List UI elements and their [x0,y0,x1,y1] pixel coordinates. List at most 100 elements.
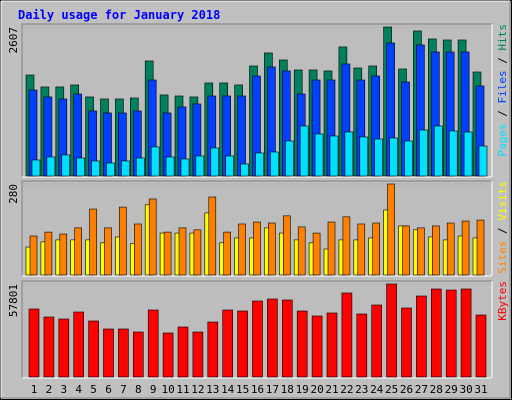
x-tick-label: 27 [415,383,428,396]
bar [416,295,427,378]
bar [387,183,395,276]
bar [223,231,231,276]
x-tick-label: 26 [400,383,413,396]
bar [270,151,279,177]
bar [374,138,384,177]
y-tick-label: 2607 [7,27,20,54]
bar [402,225,410,276]
bar [475,314,487,378]
x-tick-label: 10 [161,383,174,396]
bar [386,283,397,378]
legend-separator: / [496,104,509,124]
legend-entry: Hits [496,24,509,51]
bar [341,292,353,378]
bar [91,160,100,177]
bar [357,223,366,276]
x-tick-label: 9 [150,383,157,396]
bar [359,136,369,177]
x-tick-label: 31 [474,383,487,396]
bar [431,225,440,276]
bar [430,288,442,378]
bar [150,146,160,177]
x-tick-label: 11 [176,383,189,396]
bar [103,328,114,378]
bar [58,318,70,378]
legend-entry: Pages [496,123,509,156]
x-tick-label: 29 [445,383,458,396]
x-tick-label: 4 [75,383,82,396]
bar [106,162,115,177]
bar [192,331,204,378]
bar [44,231,53,276]
bar [356,313,368,378]
x-tick-label: 15 [236,383,249,396]
bar [165,156,175,177]
bar [284,140,294,177]
bar [255,152,264,177]
bar [222,309,233,378]
x-tick-label: 12 [191,383,204,396]
bar [296,310,308,378]
bar [311,315,323,378]
x-tick-label: 17 [266,383,279,396]
legend-separator: / [496,221,509,241]
bar [314,133,324,177]
x-tick-label: 1 [31,383,38,396]
bar [74,227,82,276]
x-tick-label: 3 [60,383,67,396]
bar [119,206,127,276]
bar [252,300,263,378]
legend: KBytes [496,281,509,321]
legend-entry: Sites [496,241,509,274]
bar [419,129,428,177]
bar [133,331,144,378]
bar [136,157,145,177]
x-tick-label: 2 [46,383,53,396]
bar [134,223,142,276]
x-tick-label: 22 [340,383,353,396]
bar [329,135,339,177]
x-tick-label: 28 [430,383,443,396]
legend-separator: / [496,51,509,71]
bar [327,221,336,276]
x-tick-label: 16 [251,383,264,396]
bar [297,226,306,276]
bar [89,208,97,276]
bar [193,229,202,276]
x-tick-label: 20 [310,383,323,396]
bar [460,288,472,378]
bar [29,235,38,276]
bar [282,215,291,276]
legend: Sites / Visits [496,181,509,274]
x-tick-label: 5 [90,383,97,396]
bar [59,233,68,276]
x-tick-label: 13 [206,383,219,396]
bar [177,326,189,378]
y-tick-label: 280 [7,184,20,204]
bar [31,159,41,177]
bar [445,289,457,378]
x-tick-label: 19 [296,383,309,396]
bar [253,221,261,276]
x-tick-label: 6 [105,383,112,396]
bar [61,154,71,177]
bar [461,220,470,276]
legend: Pages / Files / Hits [496,24,509,157]
bar [389,137,398,177]
x-tick-label: 7 [120,383,127,396]
bar [478,145,488,177]
bar [299,125,309,177]
bar [446,222,455,276]
bar [267,298,278,378]
bar [163,231,172,276]
bar [268,222,276,276]
x-tick-label: 14 [221,383,235,396]
bar [312,232,321,276]
bar [208,196,217,276]
bar [210,147,220,177]
bar [238,223,246,276]
y-tick-label: 57801 [7,284,20,317]
bar [118,328,129,378]
bar [225,155,234,177]
x-tick-label: 21 [325,383,338,396]
